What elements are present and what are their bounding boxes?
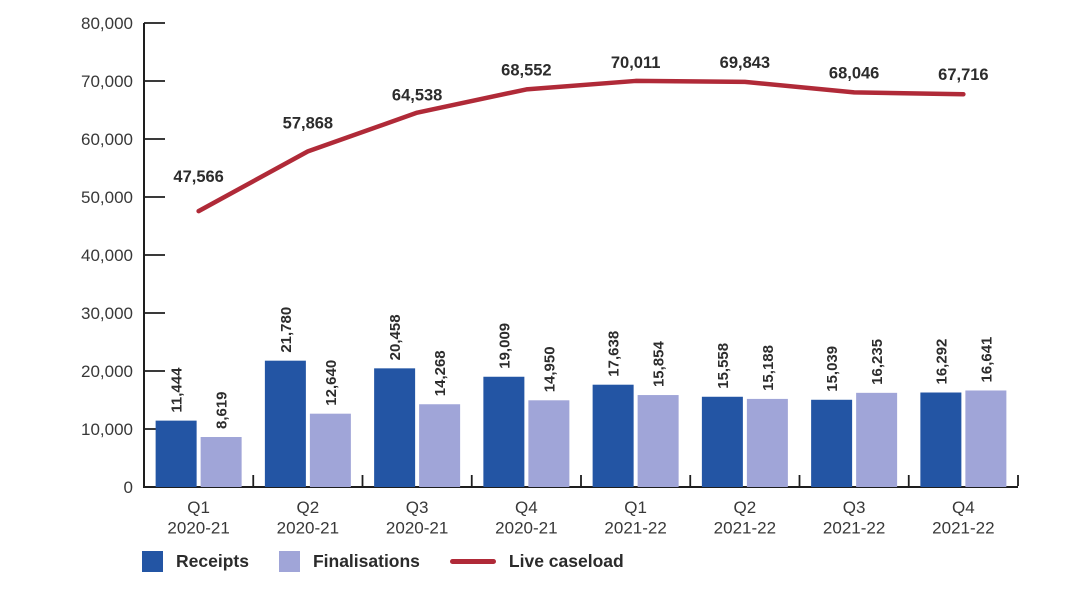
bar-value-label-receipts-4: 17,638 [606, 331, 623, 377]
bar-value-label-receipts-5: 15,558 [715, 343, 732, 389]
x-axis-label-quarter-1: Q2 [297, 498, 320, 517]
y-axis-label: 20,000 [81, 362, 133, 381]
bar-value-label-receipts-2: 20,458 [387, 314, 404, 360]
legend-item-live-caseload: Live caseload [449, 551, 624, 572]
x-axis-label-year-5: 2021-22 [714, 519, 776, 538]
bar-value-label-receipts-1: 21,780 [278, 307, 295, 353]
x-axis-label-quarter-0: Q1 [187, 498, 210, 517]
bar-value-label-finalisations-0: 8,619 [214, 391, 231, 429]
line-value-label-7: 67,716 [938, 66, 988, 84]
line-live-caseload [196, 78, 966, 214]
y-axis-label: 40,000 [81, 246, 133, 265]
bar-value-label-receipts-3: 19,009 [496, 323, 513, 369]
bar-value-label-finalisations-4: 15,854 [651, 341, 668, 388]
bar-finalisations-4 [637, 395, 679, 487]
receipts-swatch-icon [142, 551, 163, 572]
bar-value-label-receipts-6: 15,039 [824, 346, 841, 392]
x-axis-label-year-0: 2020-21 [167, 519, 229, 538]
combo-chart-canvas: 0 10,000 20,000 30,000 40,000 50,000 60,000 70,… [81, 14, 1019, 538]
bar-value-label-finalisations-3: 14,950 [541, 346, 558, 392]
x-axis-label-year-4: 2021-22 [604, 519, 666, 538]
y-axis-label: 10,000 [81, 420, 133, 439]
x-axis-label-year-6: 2021-22 [823, 519, 885, 538]
bar-receipts-6 [811, 399, 853, 487]
bar-finalisations-0 [200, 437, 242, 487]
legend-label: Live caseload [508, 551, 624, 571]
bar-value-label-receipts-0: 11,444 [169, 367, 186, 413]
bar-value-label-finalisations-1: 12,640 [323, 360, 340, 406]
x-axis-label-year-7: 2021-22 [932, 519, 994, 538]
x-axis-label-quarter-5: Q2 [734, 498, 757, 517]
line-value-label-6: 68,046 [829, 64, 879, 82]
x-axis-label-year-3: 2020-21 [495, 519, 557, 538]
line-value-label-2: 64,538 [392, 87, 442, 105]
line-value-label-4: 70,011 [611, 54, 661, 72]
legend-item-receipts: Receipts [142, 551, 249, 572]
finalisations-swatch-icon [278, 551, 300, 572]
bar-receipts-3 [483, 376, 525, 487]
x-axis-label-year-2: 2020-21 [386, 519, 448, 538]
y-axis-label: 60,000 [81, 130, 133, 149]
x-axis-label-quarter-3: Q4 [515, 498, 538, 517]
bar-value-label-finalisations-5: 15,188 [760, 345, 777, 391]
bar-receipts-0 [155, 420, 197, 487]
x-axis-label-quarter-4: Q1 [624, 498, 647, 517]
bar-finalisations-7 [965, 390, 1007, 487]
bar-receipts-4 [592, 384, 634, 487]
bar-finalisations-3 [528, 400, 570, 487]
bar-receipts-5 [701, 396, 743, 487]
y-axis-label: 80,000 [81, 14, 133, 33]
bar-receipts-7 [920, 392, 962, 487]
legend-label: Receipts [176, 551, 249, 571]
x-axis-label-quarter-6: Q3 [843, 498, 866, 517]
chart-legend: Receipts Finalisations Live caseload [142, 551, 624, 572]
line-value-label-1: 57,868 [283, 114, 333, 132]
line-value-label-0: 47,566 [173, 168, 223, 186]
bar-finalisations-1 [309, 413, 351, 487]
bar-finalisations-2 [419, 404, 461, 487]
y-axis-label: 50,000 [81, 188, 133, 207]
legend-item-finalisations: Finalisations [278, 551, 420, 572]
line-value-label-5: 69,843 [720, 54, 770, 72]
bar-finalisations-6 [856, 392, 898, 487]
y-axis-label: 0 [124, 478, 133, 497]
bar-value-label-receipts-7: 16,292 [933, 339, 950, 385]
live-caseload-swatch-icon [449, 559, 496, 564]
x-axis-label-year-1: 2020-21 [277, 519, 339, 538]
bar-receipts-2 [374, 368, 416, 487]
x-axis-label-quarter-7: Q4 [952, 498, 975, 517]
bar-value-label-finalisations-2: 14,268 [432, 350, 449, 396]
x-axis-label-quarter-2: Q3 [406, 498, 429, 517]
y-axis-label: 30,000 [81, 304, 133, 323]
y-axis-label: 70,000 [81, 72, 133, 91]
bar-receipts-1 [264, 360, 306, 487]
legend-label: Finalisations [312, 551, 420, 571]
line-value-label-3: 68,552 [501, 61, 551, 79]
bar-value-label-finalisations-7: 16,641 [978, 337, 995, 383]
bar-value-label-finalisations-6: 16,235 [869, 339, 886, 385]
bar-finalisations-5 [746, 398, 788, 487]
